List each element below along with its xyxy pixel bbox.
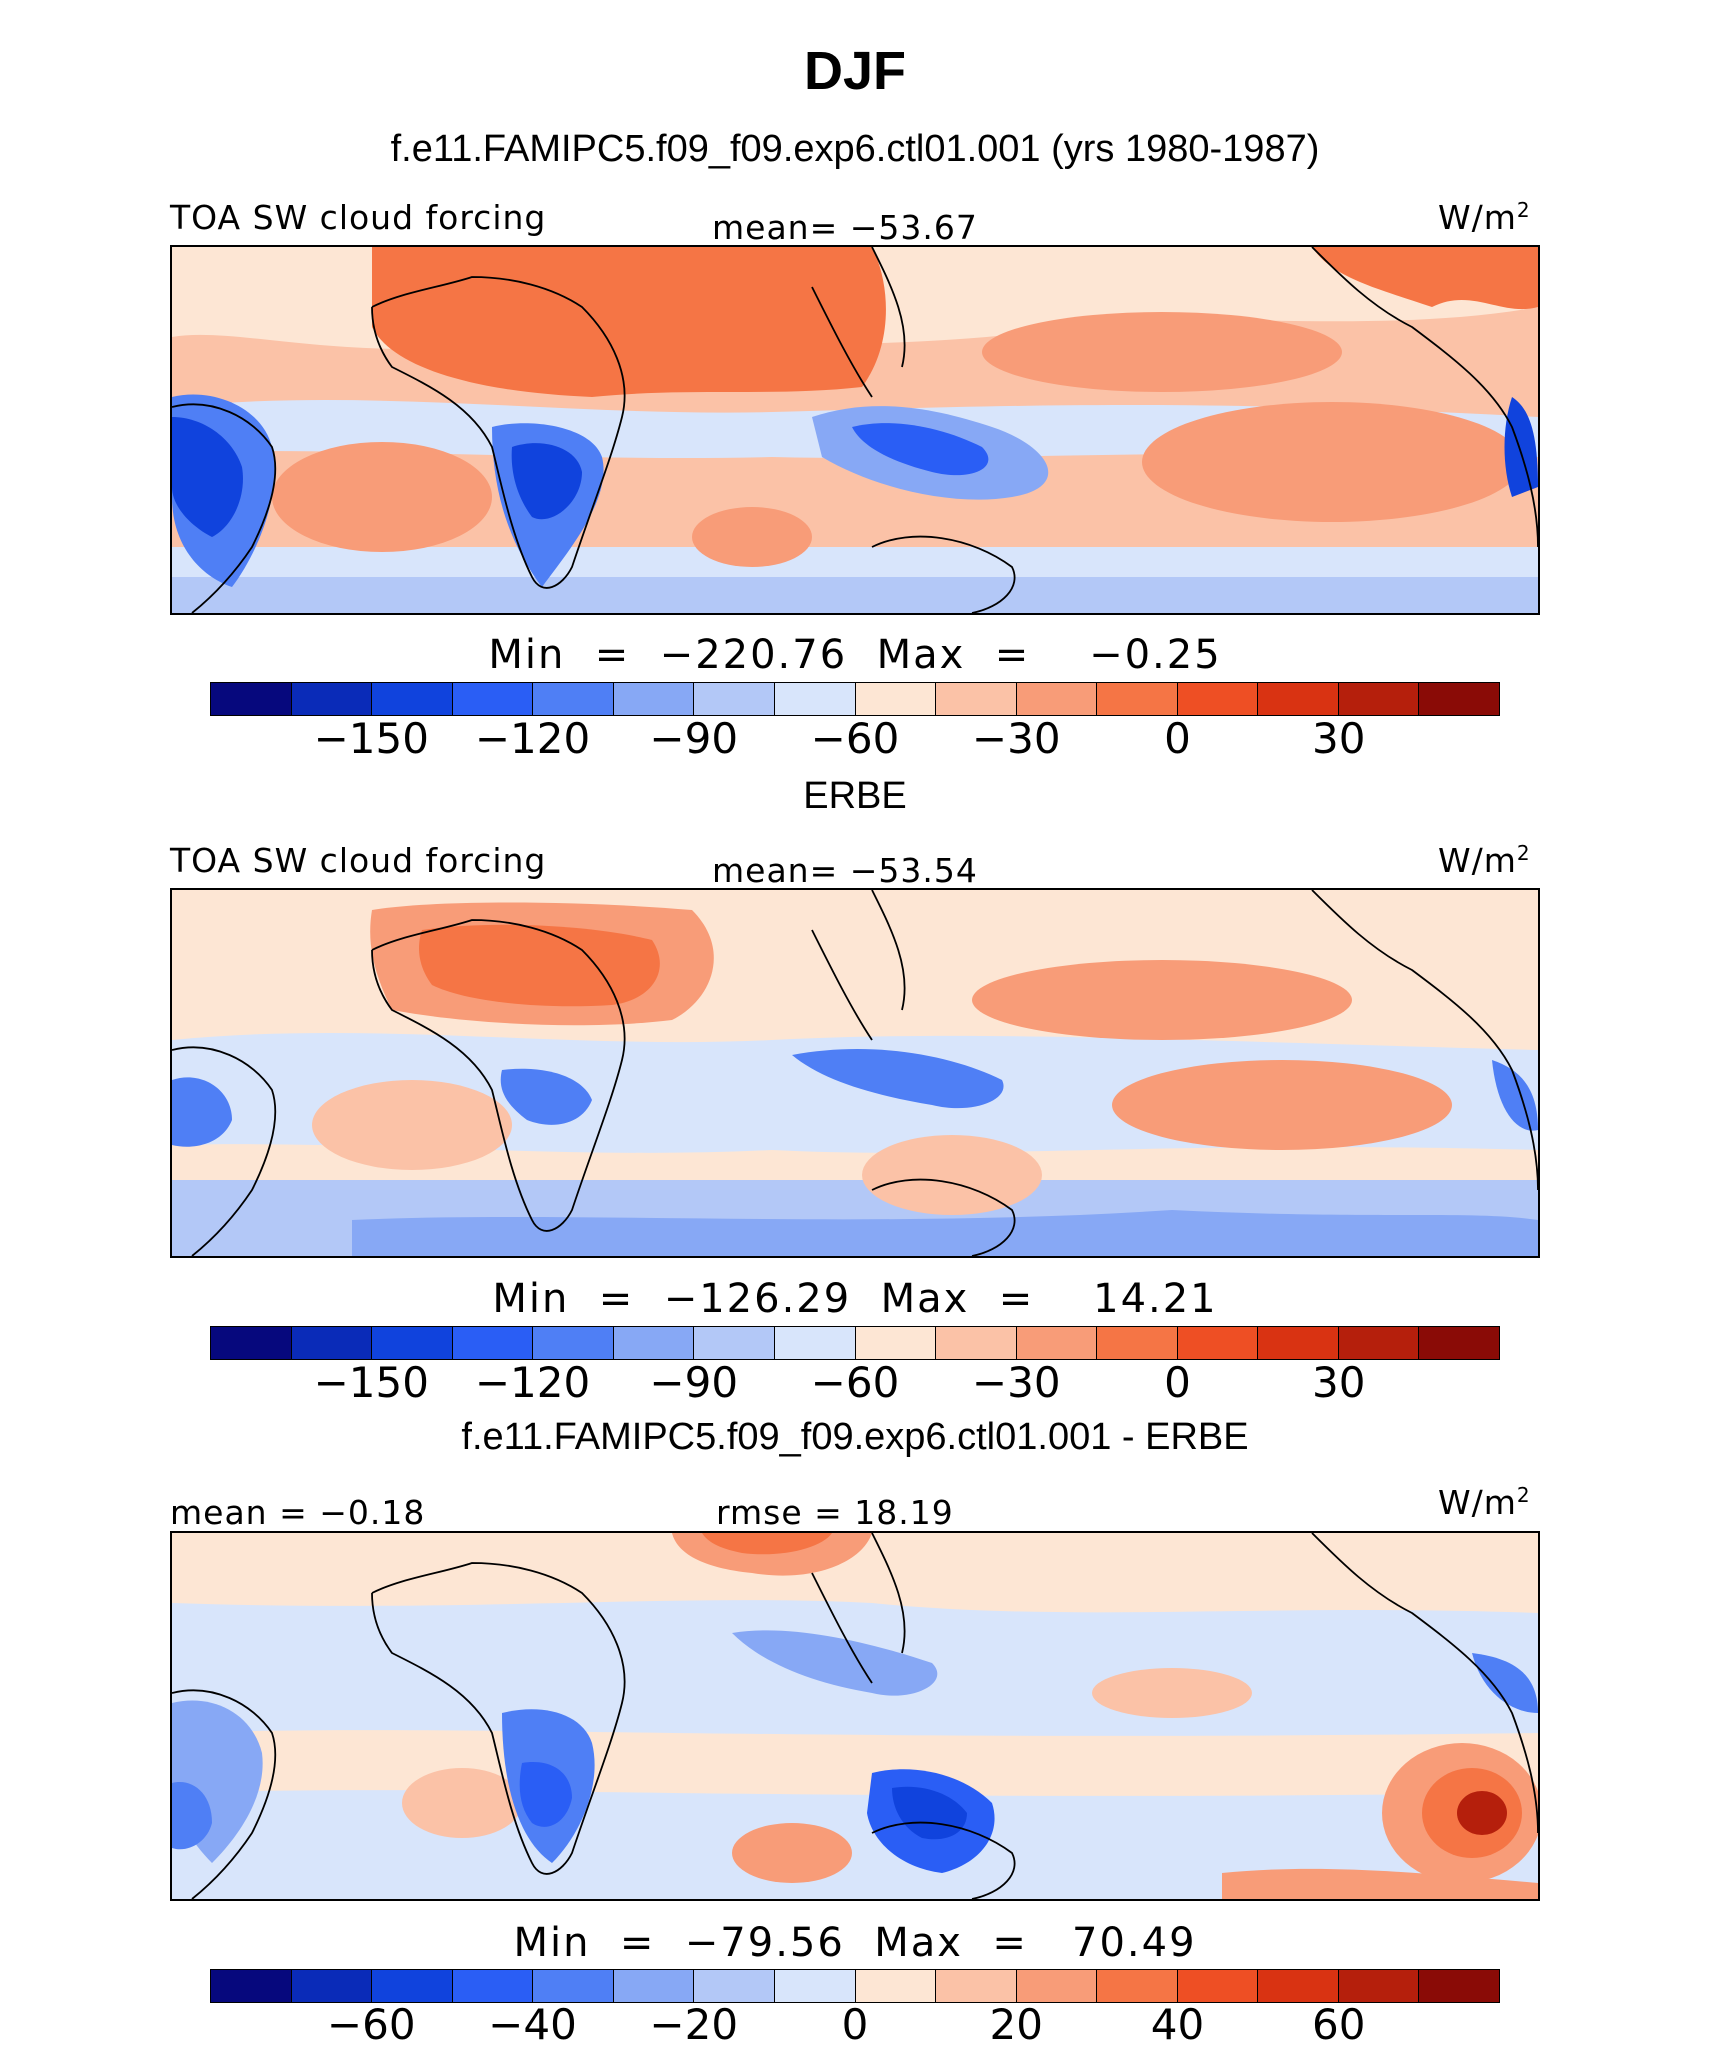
colorbar-segment <box>1338 683 1420 715</box>
panel1-variable-label: TOA SW cloud forcing <box>170 198 547 237</box>
panel3-mean-label: mean = −0.18 <box>170 1493 426 1532</box>
panel3-colorbar <box>210 1969 1500 2003</box>
colorbar-segment <box>1097 1327 1178 1359</box>
colorbar-segment <box>1258 1327 1339 1359</box>
colorbar-tick-label: 0 <box>1164 1358 1191 1407</box>
panel2-mean-label: mean= −53.54 <box>712 851 978 890</box>
figure-title: DJF <box>803 41 906 101</box>
colorbar-tick-label: −40 <box>488 2000 577 2049</box>
colorbar-segment <box>211 1327 292 1359</box>
colorbar-segment <box>1016 1327 1098 1359</box>
colorbar-segment <box>855 1327 937 1359</box>
colorbar-tick-label: −90 <box>649 1358 739 1407</box>
colorbar-tick-label: 20 <box>989 2000 1043 2049</box>
colorbar-segment <box>372 1327 453 1359</box>
colorbar-segment <box>452 1970 534 2002</box>
colorbar-segment <box>533 683 614 715</box>
panel3-minmax: Min = −79.56 Max = 70.49 <box>513 1920 1197 1966</box>
colorbar-segment <box>1338 1327 1420 1359</box>
colorbar-segment <box>1016 683 1098 715</box>
colorbar-tick-label: 40 <box>1150 2000 1205 2049</box>
panel3-rmse-label: rmse = 18.19 <box>716 1493 954 1532</box>
colorbar-segment <box>1097 1970 1178 2002</box>
colorbar-tick-label: −90 <box>649 714 739 763</box>
colorbar-segment <box>291 683 373 715</box>
colorbar-segment <box>774 1327 856 1359</box>
colorbar-tick-label: 60 <box>1312 2000 1366 2049</box>
colorbar-segment <box>936 1970 1017 2002</box>
colorbar-segment <box>372 683 453 715</box>
panel2-units: W/m2 <box>1438 841 1531 880</box>
colorbar-segment <box>1258 1970 1339 2002</box>
colorbar-tick-label: −150 <box>313 1358 429 1407</box>
colorbar-tick-label: −150 <box>313 714 429 763</box>
colorbar-tick-label: −30 <box>971 714 1061 763</box>
colorbar-tick-label: −60 <box>326 2000 416 2049</box>
colorbar-segment <box>774 1970 856 2002</box>
colorbar-segment <box>694 683 775 715</box>
colorbar-tick-label: −60 <box>810 714 900 763</box>
panel1-units: W/m2 <box>1438 198 1531 237</box>
panel1-minmax: Min = −220.76 Max = −0.25 <box>488 632 1222 678</box>
panel2-variable-label: TOA SW cloud forcing <box>170 841 547 880</box>
colorbar-segment <box>694 1970 775 2002</box>
colorbar-segment <box>211 683 292 715</box>
colorbar-segment <box>613 683 695 715</box>
panel3-units: W/m2 <box>1438 1483 1531 1522</box>
colorbar-segment <box>936 1327 1017 1359</box>
figure-subtitle: f.e11.FAMIPC5.f09_f09.exp6.ctl01.001 (yr… <box>390 128 1320 170</box>
colorbar-tick-label: 30 <box>1312 714 1366 763</box>
colorbar-segment <box>1419 683 1499 715</box>
panel1-colorbar <box>210 682 1500 716</box>
colorbar-segment <box>1338 1970 1420 2002</box>
colorbar-segment <box>533 1327 614 1359</box>
panel2-heading: ERBE <box>803 775 907 817</box>
colorbar-tick-label: 30 <box>1312 1358 1366 1407</box>
colorbar-segment <box>936 683 1017 715</box>
colorbar-segment <box>855 1970 937 2002</box>
colorbar-segment <box>1419 1327 1499 1359</box>
colorbar-segment <box>291 1327 373 1359</box>
panel2-colorbar-ticks: −150 −120 −90 −60 −30 0 30 <box>210 1358 1500 1407</box>
panel1-colorbar-ticks: −150 −120 −90 −60 −30 0 30 <box>210 714 1500 763</box>
colorbar-segment <box>533 1970 614 2002</box>
colorbar-segment <box>1177 683 1259 715</box>
panel1-mean-label: mean= −53.67 <box>712 208 978 247</box>
colorbar-segment <box>291 1970 373 2002</box>
colorbar-tick-label: 0 <box>841 2000 869 2049</box>
colorbar-segment <box>372 1970 453 2002</box>
colorbar-segment <box>694 1327 775 1359</box>
colorbar-segment <box>452 683 534 715</box>
colorbar-tick-label: −120 <box>474 1358 591 1407</box>
panel2-map <box>170 888 1540 1258</box>
colorbar-segment <box>613 1970 695 2002</box>
panel3-heading: f.e11.FAMIPC5.f09_f09.exp6.ctl01.001 - E… <box>461 1416 1249 1458</box>
colorbar-segment <box>774 683 856 715</box>
colorbar-segment <box>613 1327 695 1359</box>
colorbar-segment <box>1177 1970 1259 2002</box>
panel3-colorbar-ticks: −60 −40 −20 0 20 40 60 <box>210 2000 1500 2049</box>
panel1-map <box>170 245 1540 615</box>
panel3-map <box>170 1531 1540 1901</box>
colorbar-segment <box>1258 683 1339 715</box>
panel2-colorbar <box>210 1326 1500 1360</box>
colorbar-tick-label: −20 <box>649 2000 739 2049</box>
colorbar-segment <box>1419 1970 1499 2002</box>
panel2-minmax: Min = −126.29 Max = 14.21 <box>492 1276 1218 1322</box>
colorbar-segment <box>1016 1970 1098 2002</box>
colorbar-segment <box>855 683 937 715</box>
colorbar-segment <box>211 1970 292 2002</box>
colorbar-segment <box>452 1327 534 1359</box>
colorbar-segment <box>1097 683 1178 715</box>
colorbar-tick-label: −30 <box>971 1358 1061 1407</box>
colorbar-tick-label: 0 <box>1164 714 1191 763</box>
colorbar-tick-label: −60 <box>810 1358 900 1407</box>
colorbar-tick-label: −120 <box>474 714 591 763</box>
colorbar-segment <box>1177 1327 1259 1359</box>
